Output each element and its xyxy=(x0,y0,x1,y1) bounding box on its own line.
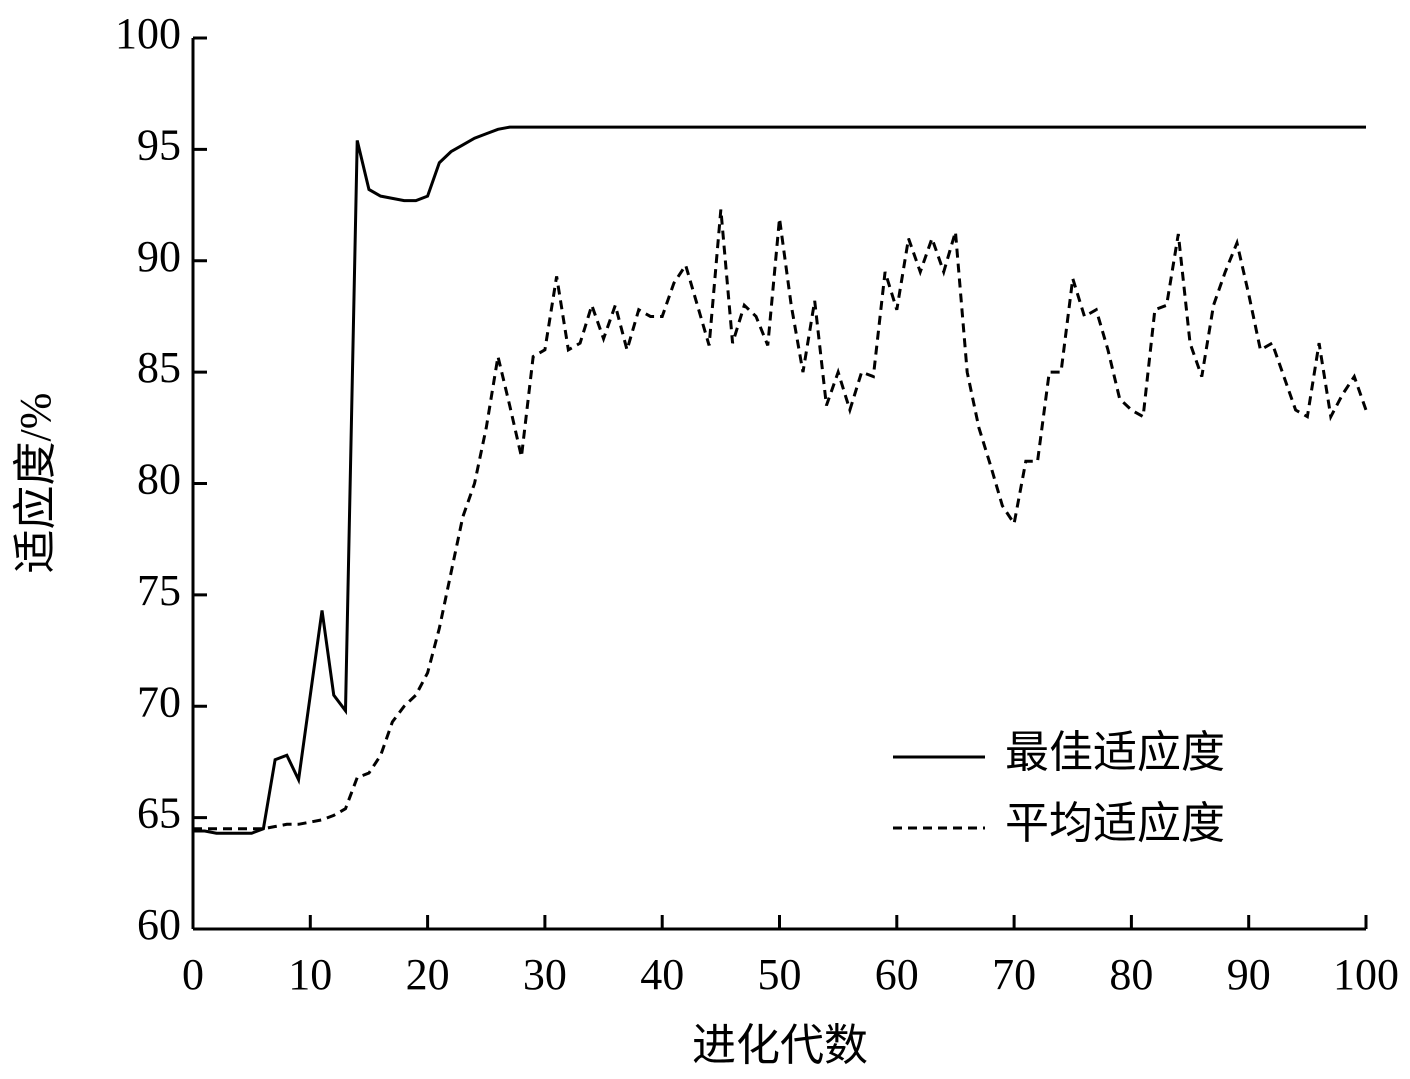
legend-label: 最佳适应度 xyxy=(1005,728,1225,777)
x-tick-label: 0 xyxy=(182,950,204,999)
x-tick-label: 50 xyxy=(758,950,802,999)
y-tick-label: 65 xyxy=(137,789,181,838)
x-tick-label: 90 xyxy=(1227,950,1271,999)
x-axis-label: 进化代数 xyxy=(692,1021,868,1070)
y-tick-label: 60 xyxy=(137,900,181,949)
y-tick-label: 90 xyxy=(137,232,181,281)
y-axis-label: 适应度/% xyxy=(11,393,60,574)
legend-label: 平均适应度 xyxy=(1005,799,1225,848)
y-tick-label: 70 xyxy=(137,677,181,726)
data-line xyxy=(193,209,1368,831)
data-line xyxy=(193,125,1366,835)
x-tick-label: 30 xyxy=(523,950,567,999)
y-tick-label: 75 xyxy=(137,566,181,615)
y-tick-label: 100 xyxy=(115,9,181,58)
x-tick-label: 70 xyxy=(992,950,1036,999)
y-tick-label: 95 xyxy=(137,120,181,169)
x-tick-label: 10 xyxy=(288,950,332,999)
x-tick-label: 80 xyxy=(1109,950,1153,999)
x-tick-label: 40 xyxy=(640,950,684,999)
y-tick-label: 80 xyxy=(137,455,181,504)
x-tick-label: 60 xyxy=(875,950,919,999)
y-tick-label: 85 xyxy=(137,343,181,392)
x-tick-label: 20 xyxy=(406,950,450,999)
x-tick-label: 100 xyxy=(1333,950,1399,999)
